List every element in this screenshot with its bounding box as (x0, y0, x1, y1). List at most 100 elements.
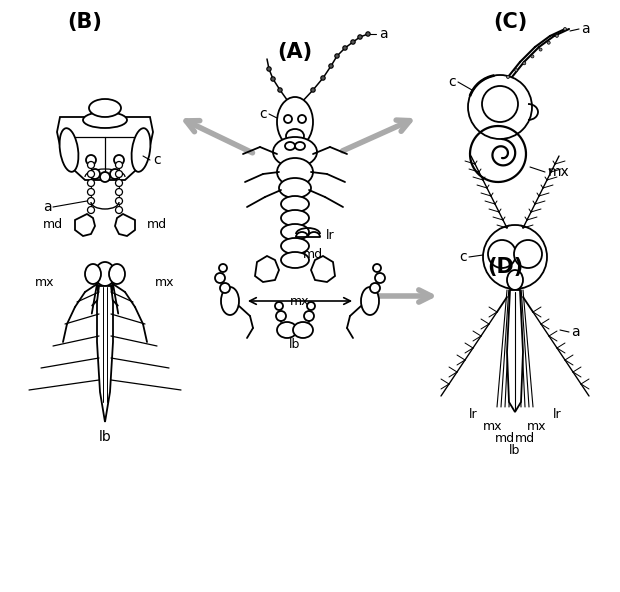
Circle shape (329, 64, 333, 68)
Circle shape (514, 240, 542, 268)
Ellipse shape (277, 158, 313, 186)
Ellipse shape (83, 112, 127, 128)
Text: c: c (259, 107, 267, 121)
Circle shape (307, 302, 315, 310)
Circle shape (86, 155, 96, 165)
Text: a: a (570, 325, 579, 339)
Text: c: c (153, 153, 161, 167)
Circle shape (110, 169, 120, 179)
Text: c: c (448, 75, 456, 89)
Ellipse shape (281, 238, 309, 254)
Circle shape (375, 273, 385, 283)
Polygon shape (255, 256, 279, 282)
Ellipse shape (281, 210, 309, 226)
Polygon shape (115, 214, 135, 236)
Ellipse shape (95, 262, 115, 286)
Circle shape (284, 115, 292, 123)
Circle shape (507, 76, 510, 79)
Circle shape (215, 273, 225, 283)
Polygon shape (97, 286, 113, 422)
Circle shape (343, 46, 347, 50)
Circle shape (219, 264, 227, 272)
Ellipse shape (293, 322, 313, 338)
Ellipse shape (85, 264, 101, 284)
Ellipse shape (361, 287, 379, 315)
Circle shape (468, 75, 532, 139)
Text: lb: lb (509, 445, 521, 458)
Circle shape (276, 311, 286, 321)
Ellipse shape (60, 128, 78, 172)
Circle shape (220, 283, 230, 293)
Ellipse shape (131, 128, 151, 172)
Circle shape (358, 35, 362, 39)
Circle shape (556, 34, 559, 37)
Text: md: md (303, 247, 323, 260)
Polygon shape (75, 214, 95, 236)
Circle shape (523, 62, 526, 65)
Text: mx: mx (548, 165, 570, 179)
Circle shape (115, 162, 123, 169)
Ellipse shape (89, 99, 121, 117)
Circle shape (87, 179, 94, 186)
Text: a: a (379, 27, 388, 41)
Text: a: a (43, 200, 51, 214)
Text: lr: lr (552, 407, 561, 420)
Circle shape (351, 40, 355, 44)
Ellipse shape (109, 264, 125, 284)
Circle shape (278, 88, 282, 92)
Circle shape (87, 170, 94, 178)
Circle shape (539, 48, 542, 51)
Circle shape (115, 179, 123, 186)
Circle shape (298, 102, 302, 106)
Polygon shape (507, 290, 523, 412)
Text: (B): (B) (68, 12, 102, 32)
Ellipse shape (286, 129, 304, 143)
Text: (A): (A) (277, 42, 312, 62)
Circle shape (115, 188, 123, 195)
Circle shape (87, 198, 94, 204)
Circle shape (271, 77, 275, 81)
Text: mx: mx (35, 275, 55, 288)
Circle shape (114, 155, 124, 165)
Ellipse shape (281, 196, 309, 212)
Text: lr: lr (469, 407, 477, 420)
Circle shape (115, 198, 123, 204)
Ellipse shape (285, 142, 295, 150)
Text: a: a (581, 22, 590, 36)
Text: mx: mx (290, 294, 310, 307)
Text: mx: mx (155, 275, 175, 288)
Polygon shape (57, 117, 153, 180)
Text: mx: mx (483, 420, 503, 433)
Text: lr: lr (326, 229, 335, 242)
Circle shape (373, 264, 381, 272)
Text: md: md (147, 217, 167, 230)
Ellipse shape (277, 97, 313, 147)
Ellipse shape (281, 252, 309, 268)
Text: (D): (D) (487, 257, 523, 277)
Circle shape (547, 41, 550, 44)
Circle shape (564, 27, 567, 31)
Text: md: md (43, 217, 63, 230)
Text: lb: lb (99, 430, 112, 444)
Circle shape (370, 283, 380, 293)
Circle shape (321, 76, 326, 80)
Circle shape (87, 162, 94, 169)
Circle shape (100, 172, 110, 182)
Circle shape (87, 188, 94, 195)
Circle shape (115, 207, 123, 214)
Circle shape (531, 55, 534, 58)
Ellipse shape (273, 137, 317, 167)
Circle shape (311, 88, 315, 92)
Circle shape (366, 32, 370, 36)
Circle shape (304, 311, 314, 321)
Polygon shape (311, 256, 335, 282)
Circle shape (115, 170, 123, 178)
Text: (C): (C) (493, 12, 527, 32)
Circle shape (488, 240, 516, 268)
Ellipse shape (281, 224, 309, 240)
Circle shape (335, 54, 339, 58)
Circle shape (515, 69, 518, 72)
Text: c: c (459, 250, 467, 264)
Circle shape (87, 207, 94, 214)
Circle shape (483, 225, 547, 289)
